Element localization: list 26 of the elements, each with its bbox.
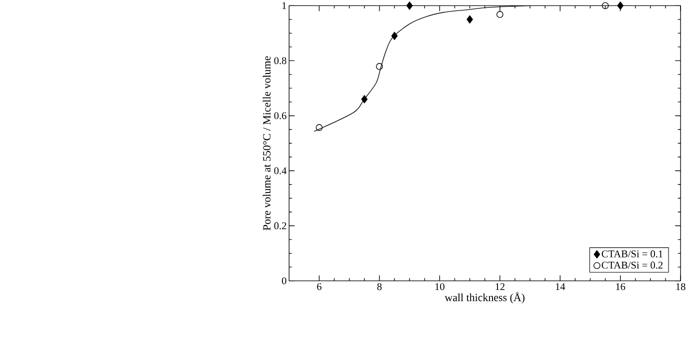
point <box>361 94 368 104</box>
point <box>602 2 609 9</box>
y-tick-label: 0 <box>282 277 286 284</box>
point <box>391 32 398 40</box>
x-tick-label: 10 <box>435 283 444 290</box>
x-tick-label: 8 <box>377 283 382 290</box>
x-axis-title: wall thickness (Å) <box>444 292 524 304</box>
point <box>406 1 413 10</box>
legend-label: CTAB/Si = 0.2 <box>602 262 663 268</box>
x-tick-label: 12 <box>496 283 504 290</box>
x-tick-label: 14 <box>556 283 566 290</box>
x-tick-label: 6 <box>317 283 322 290</box>
y-axis-title: Pore volume at 550°C / Micelle volume <box>262 56 271 230</box>
x-tick-label: 18 <box>676 283 686 290</box>
y-tick-label: 0.4 <box>274 167 287 174</box>
point <box>466 15 473 24</box>
point <box>496 10 504 18</box>
x-tick-label: 16 <box>616 283 626 290</box>
y-tick-label: 0.6 <box>274 112 286 120</box>
y-tick-label: 0.2 <box>274 222 286 230</box>
y-tick-label: 0.8 <box>274 57 286 64</box>
y-tick-label: 1 <box>282 2 286 9</box>
point <box>376 62 383 70</box>
legend-label: CTAB/Si = 0.1 <box>602 250 662 258</box>
point <box>617 1 624 10</box>
point <box>316 124 323 131</box>
